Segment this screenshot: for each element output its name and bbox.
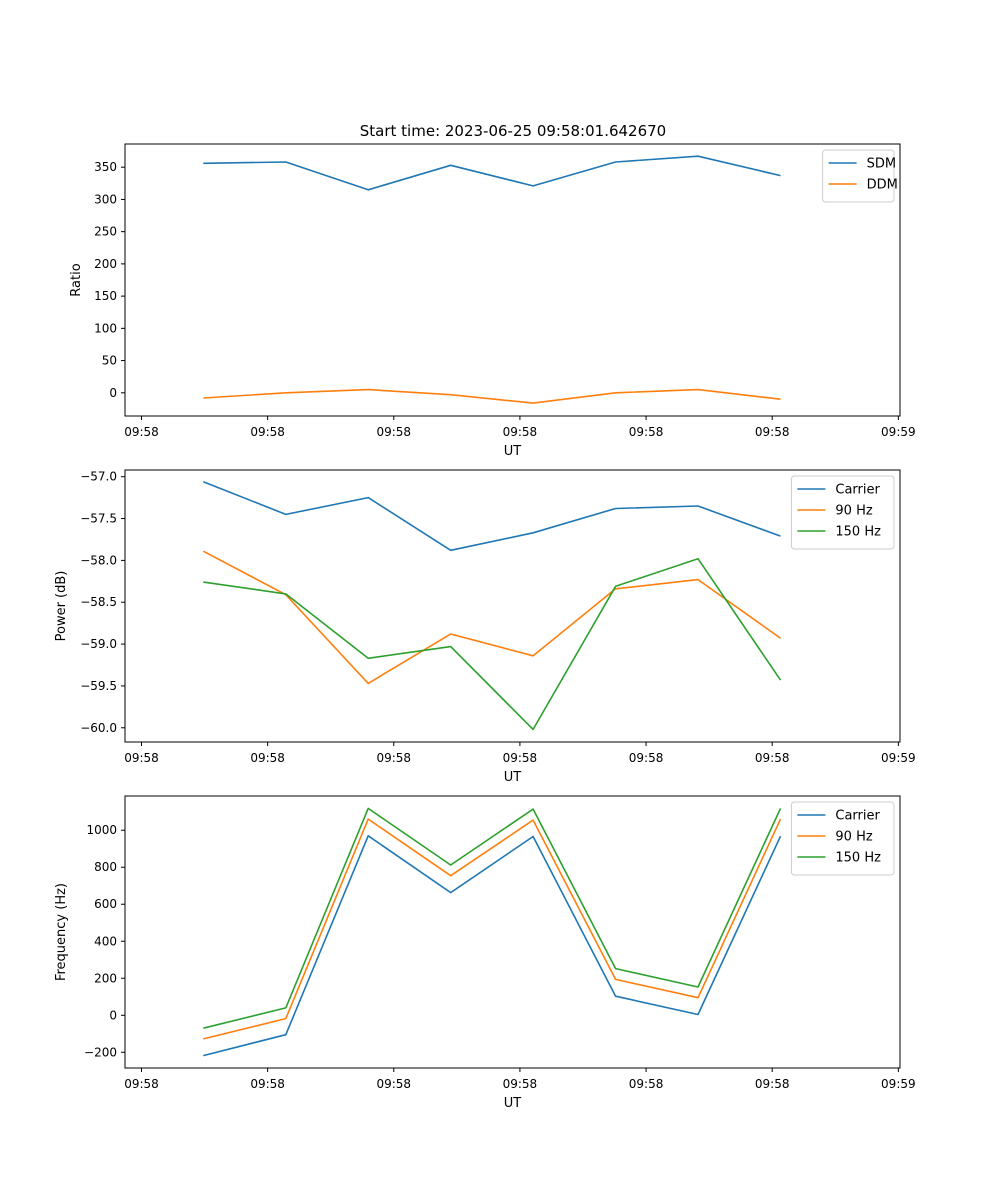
legend: Carrier 90 Hz 150 Hz	[790, 801, 895, 876]
legend-label: 150 Hz	[835, 851, 881, 866]
y-tick-label: 250	[94, 225, 117, 239]
legend-label: Carrier	[835, 483, 880, 498]
series-line-150-hz	[203, 557, 782, 731]
y-tick-label: −57.0	[80, 470, 117, 484]
x-tick-label: 09:58	[124, 751, 159, 765]
series-line-carrier	[203, 834, 782, 1057]
y-tick-label: −59.5	[80, 679, 117, 693]
x-tick-label: 09:58	[755, 1077, 790, 1091]
panel-3: 09:58 09:58 09:58 09:58 09:58 09:58 09:59 −200 0…	[54, 795, 916, 1111]
x-tick-label: 09:58	[124, 425, 159, 439]
legend-label: DDM	[867, 178, 898, 193]
x-tick-label: 09:58	[503, 751, 538, 765]
x-tick-label: 09:58	[250, 425, 285, 439]
x-axis-label: UT	[504, 1096, 522, 1111]
x-tick-label: 09:58	[124, 1077, 159, 1091]
x-tick-label: 09:58	[503, 1077, 538, 1091]
y-tick-label: 400	[94, 934, 117, 948]
y-tick-label: −60.0	[80, 721, 117, 735]
x-tick-label: 09:58	[503, 425, 538, 439]
series-line-sdm	[203, 155, 781, 191]
x-axis-label: UT	[504, 444, 522, 459]
panel-1: 09:58 09:58 09:58 09:58 09:58 09:58 09:59 0 50 10…	[69, 143, 916, 459]
y-tick-label: 100	[94, 321, 117, 335]
y-tick-label: 50	[102, 354, 117, 368]
x-tick-label: 09:58	[250, 751, 285, 765]
x-tick-label: 09:59	[881, 751, 916, 765]
x-tick-label: 09:59	[881, 1077, 916, 1091]
legend-label: 90 Hz	[835, 830, 872, 845]
y-tick-label: −58.0	[80, 553, 117, 567]
axes-frame	[124, 143, 901, 417]
y-tick-label: 0	[109, 1008, 117, 1022]
y-tick-label: 200	[94, 971, 117, 985]
series-line-carrier	[203, 480, 781, 552]
panels: 09:58 09:58 09:58 09:58 09:58 09:58 09:59 0 50 10…	[54, 143, 916, 1111]
y-tick-label: 300	[94, 192, 117, 206]
legend-label: 90 Hz	[835, 504, 872, 519]
legend: SDM DDM	[822, 149, 898, 203]
x-tick-label: 09:58	[376, 751, 411, 765]
y-tick-label: 0	[109, 386, 117, 400]
axes-frame	[124, 469, 901, 743]
series-line-90-hz	[202, 550, 781, 685]
x-tick-label: 09:58	[376, 1077, 411, 1091]
x-tick-label: 09:58	[755, 425, 790, 439]
y-tick-label: −57.5	[80, 512, 117, 526]
x-tick-label: 09:58	[629, 751, 664, 765]
legend: Carrier 90 Hz 150 Hz	[790, 475, 895, 550]
y-axis-label: Ratio	[69, 263, 84, 296]
series-line-150-hz	[203, 807, 782, 1029]
x-tick-label: 09:58	[755, 751, 790, 765]
y-tick-label: −59.0	[80, 637, 117, 651]
y-tick-label: 200	[94, 257, 117, 271]
panel-2: 09:58 09:58 09:58 09:58 09:58 09:58 09:59 −60.0…	[54, 469, 916, 785]
x-tick-label: 09:59	[881, 425, 916, 439]
y-tick-label: 600	[94, 897, 117, 911]
y-tick-label: −200	[84, 1045, 117, 1059]
y-axis-label: Power (dB)	[54, 571, 69, 642]
x-axis-label: UT	[504, 770, 522, 785]
y-tick-label: −58.5	[80, 595, 117, 609]
x-tick-label: 09:58	[629, 1077, 664, 1091]
legend-label: 150 Hz	[835, 525, 881, 540]
y-tick-label: 1000	[86, 823, 117, 837]
series-line-90-hz	[203, 818, 782, 1040]
legend-label: Carrier	[835, 809, 880, 824]
y-tick-label: 350	[94, 160, 117, 174]
legend-label: SDM	[867, 157, 896, 172]
y-tick-label: 150	[94, 289, 117, 303]
axes-frame	[124, 795, 901, 1069]
y-axis-label: Frequency (Hz)	[54, 883, 69, 981]
x-tick-label: 09:58	[629, 425, 664, 439]
x-tick-label: 09:58	[250, 1077, 285, 1091]
figure-title: Start time: 2023-06-25 09:58:01.642670	[360, 122, 666, 140]
series-line-ddm	[203, 388, 781, 404]
y-tick-label: 800	[94, 860, 117, 874]
x-tick-label: 09:58	[376, 425, 411, 439]
